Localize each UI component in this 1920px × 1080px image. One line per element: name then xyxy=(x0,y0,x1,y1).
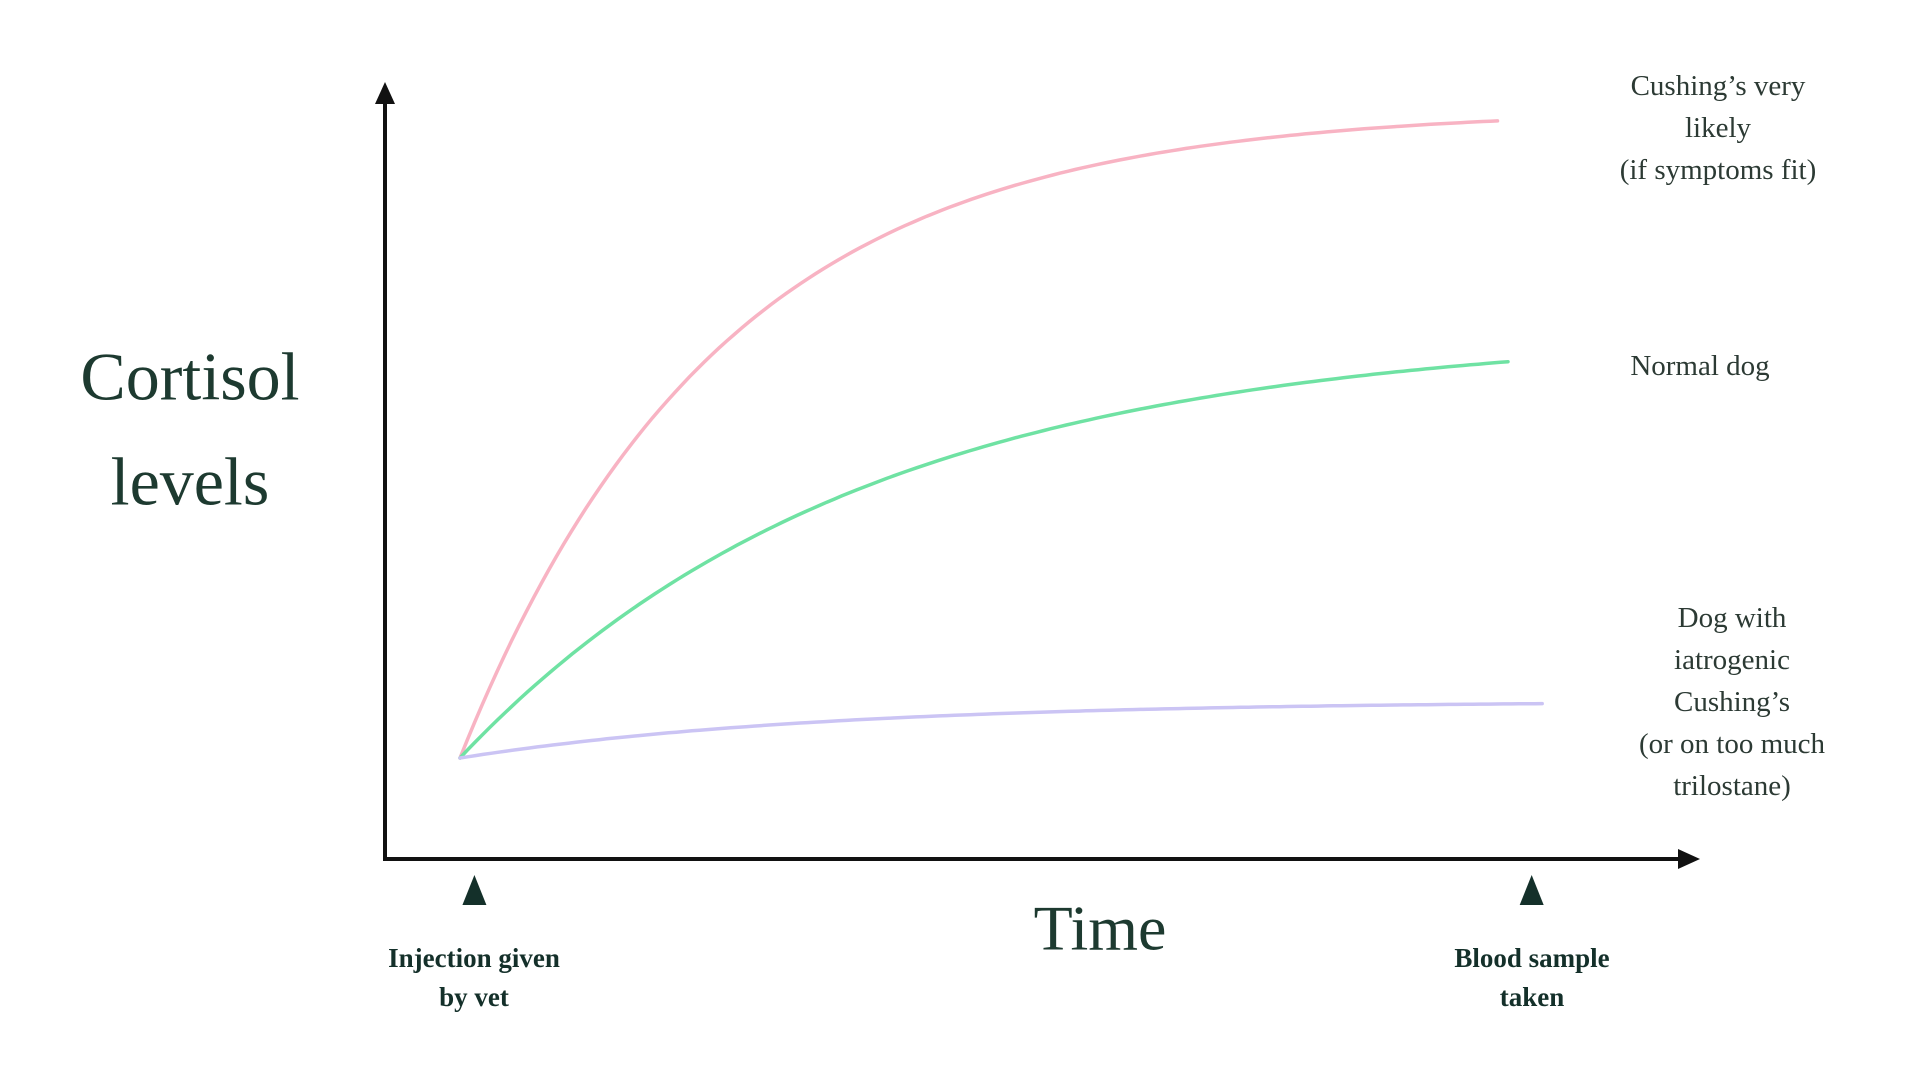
annotation-injection-given: Injection given by vet xyxy=(388,942,560,1012)
annotation-blood-sample: Blood sample taken xyxy=(1454,942,1610,1012)
curve-label-normal-dog: Normal dog xyxy=(1630,349,1770,382)
y-axis-label: Cortisol levels xyxy=(80,338,300,520)
x-axis-label: Time xyxy=(1033,892,1167,964)
curve-label-iatrogenic-cushings: Dog with iatrogenic Cushing’s (or on too… xyxy=(1638,601,1826,803)
curve-label-cushings-likely: Cushing’s very likely (if symptoms fit) xyxy=(1619,69,1817,187)
